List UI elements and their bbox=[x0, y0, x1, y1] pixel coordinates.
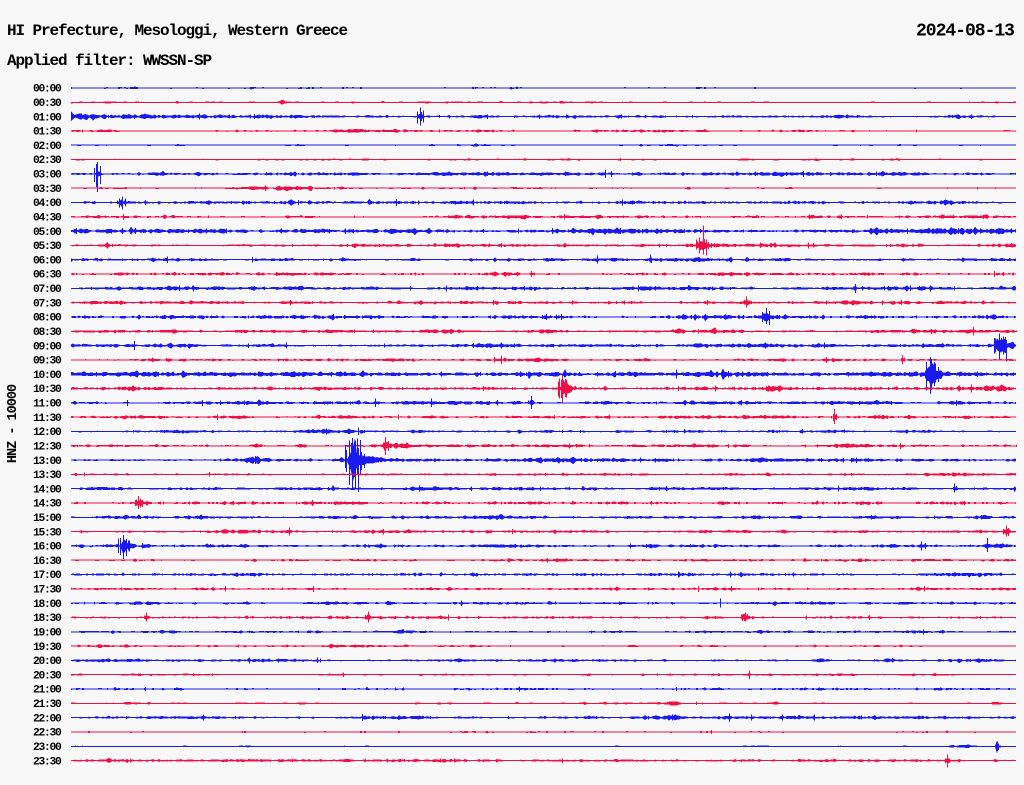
svg-text:14:30: 14:30 bbox=[33, 499, 62, 511]
svg-text:22:30: 22:30 bbox=[33, 728, 62, 740]
svg-text:12:30: 12:30 bbox=[33, 441, 62, 453]
svg-text:08:30: 08:30 bbox=[33, 327, 62, 339]
svg-text:00:00: 00:00 bbox=[33, 84, 62, 96]
svg-text:20:00: 20:00 bbox=[33, 656, 62, 668]
svg-text:01:30: 01:30 bbox=[33, 127, 62, 139]
svg-text:10:00: 10:00 bbox=[33, 370, 62, 382]
svg-text:08:00: 08:00 bbox=[33, 313, 62, 325]
svg-text:03:00: 03:00 bbox=[33, 170, 62, 182]
svg-text:13:30: 13:30 bbox=[33, 470, 62, 482]
svg-text:05:30: 05:30 bbox=[33, 241, 62, 253]
svg-text:06:30: 06:30 bbox=[33, 270, 62, 282]
svg-text:15:30: 15:30 bbox=[33, 527, 62, 539]
svg-text:15:00: 15:00 bbox=[33, 513, 62, 525]
svg-text:16:00: 16:00 bbox=[33, 542, 62, 554]
svg-text:12:00: 12:00 bbox=[33, 427, 62, 439]
svg-text:02:30: 02:30 bbox=[33, 155, 62, 167]
svg-text:01:00: 01:00 bbox=[33, 112, 62, 124]
svg-text:09:00: 09:00 bbox=[33, 341, 62, 353]
svg-text:20:30: 20:30 bbox=[33, 670, 62, 682]
svg-text:11:00: 11:00 bbox=[33, 399, 62, 411]
svg-text:02:00: 02:00 bbox=[33, 141, 62, 153]
svg-text:23:00: 23:00 bbox=[33, 742, 62, 754]
svg-text:07:00: 07:00 bbox=[33, 284, 62, 296]
svg-text:Applied filter: WWSSN-SP: Applied filter: WWSSN-SP bbox=[7, 52, 212, 70]
svg-text:09:30: 09:30 bbox=[33, 356, 62, 368]
svg-text:03:30: 03:30 bbox=[33, 184, 62, 196]
svg-text:21:30: 21:30 bbox=[33, 699, 62, 711]
svg-text:21:00: 21:00 bbox=[33, 685, 62, 697]
svg-text:14:00: 14:00 bbox=[33, 484, 62, 496]
svg-text:19:00: 19:00 bbox=[33, 628, 62, 640]
svg-text:10:30: 10:30 bbox=[33, 384, 62, 396]
svg-text:00:30: 00:30 bbox=[33, 98, 62, 110]
svg-text:04:30: 04:30 bbox=[33, 213, 62, 225]
svg-text:17:30: 17:30 bbox=[33, 585, 62, 597]
svg-text:07:30: 07:30 bbox=[33, 298, 62, 310]
svg-text:18:30: 18:30 bbox=[33, 613, 62, 625]
svg-text:04:00: 04:00 bbox=[33, 198, 62, 210]
svg-text:19:30: 19:30 bbox=[33, 642, 62, 654]
svg-text:HI Prefecture, Mesologgi, West: HI Prefecture, Mesologgi, Western Greece bbox=[7, 22, 348, 40]
svg-text:23:30: 23:30 bbox=[33, 756, 62, 768]
svg-text:11:30: 11:30 bbox=[33, 413, 62, 425]
svg-text:05:00: 05:00 bbox=[33, 227, 62, 239]
svg-text:16:30: 16:30 bbox=[33, 556, 62, 568]
svg-text:06:00: 06:00 bbox=[33, 255, 62, 267]
svg-text:2024-08-13: 2024-08-13 bbox=[916, 22, 1014, 42]
svg-text:18:00: 18:00 bbox=[33, 599, 62, 611]
svg-text:13:00: 13:00 bbox=[33, 456, 62, 468]
svg-text:17:00: 17:00 bbox=[33, 570, 62, 582]
svg-text:22:00: 22:00 bbox=[33, 713, 62, 725]
svg-text:HNZ - 10000: HNZ - 10000 bbox=[6, 384, 21, 463]
